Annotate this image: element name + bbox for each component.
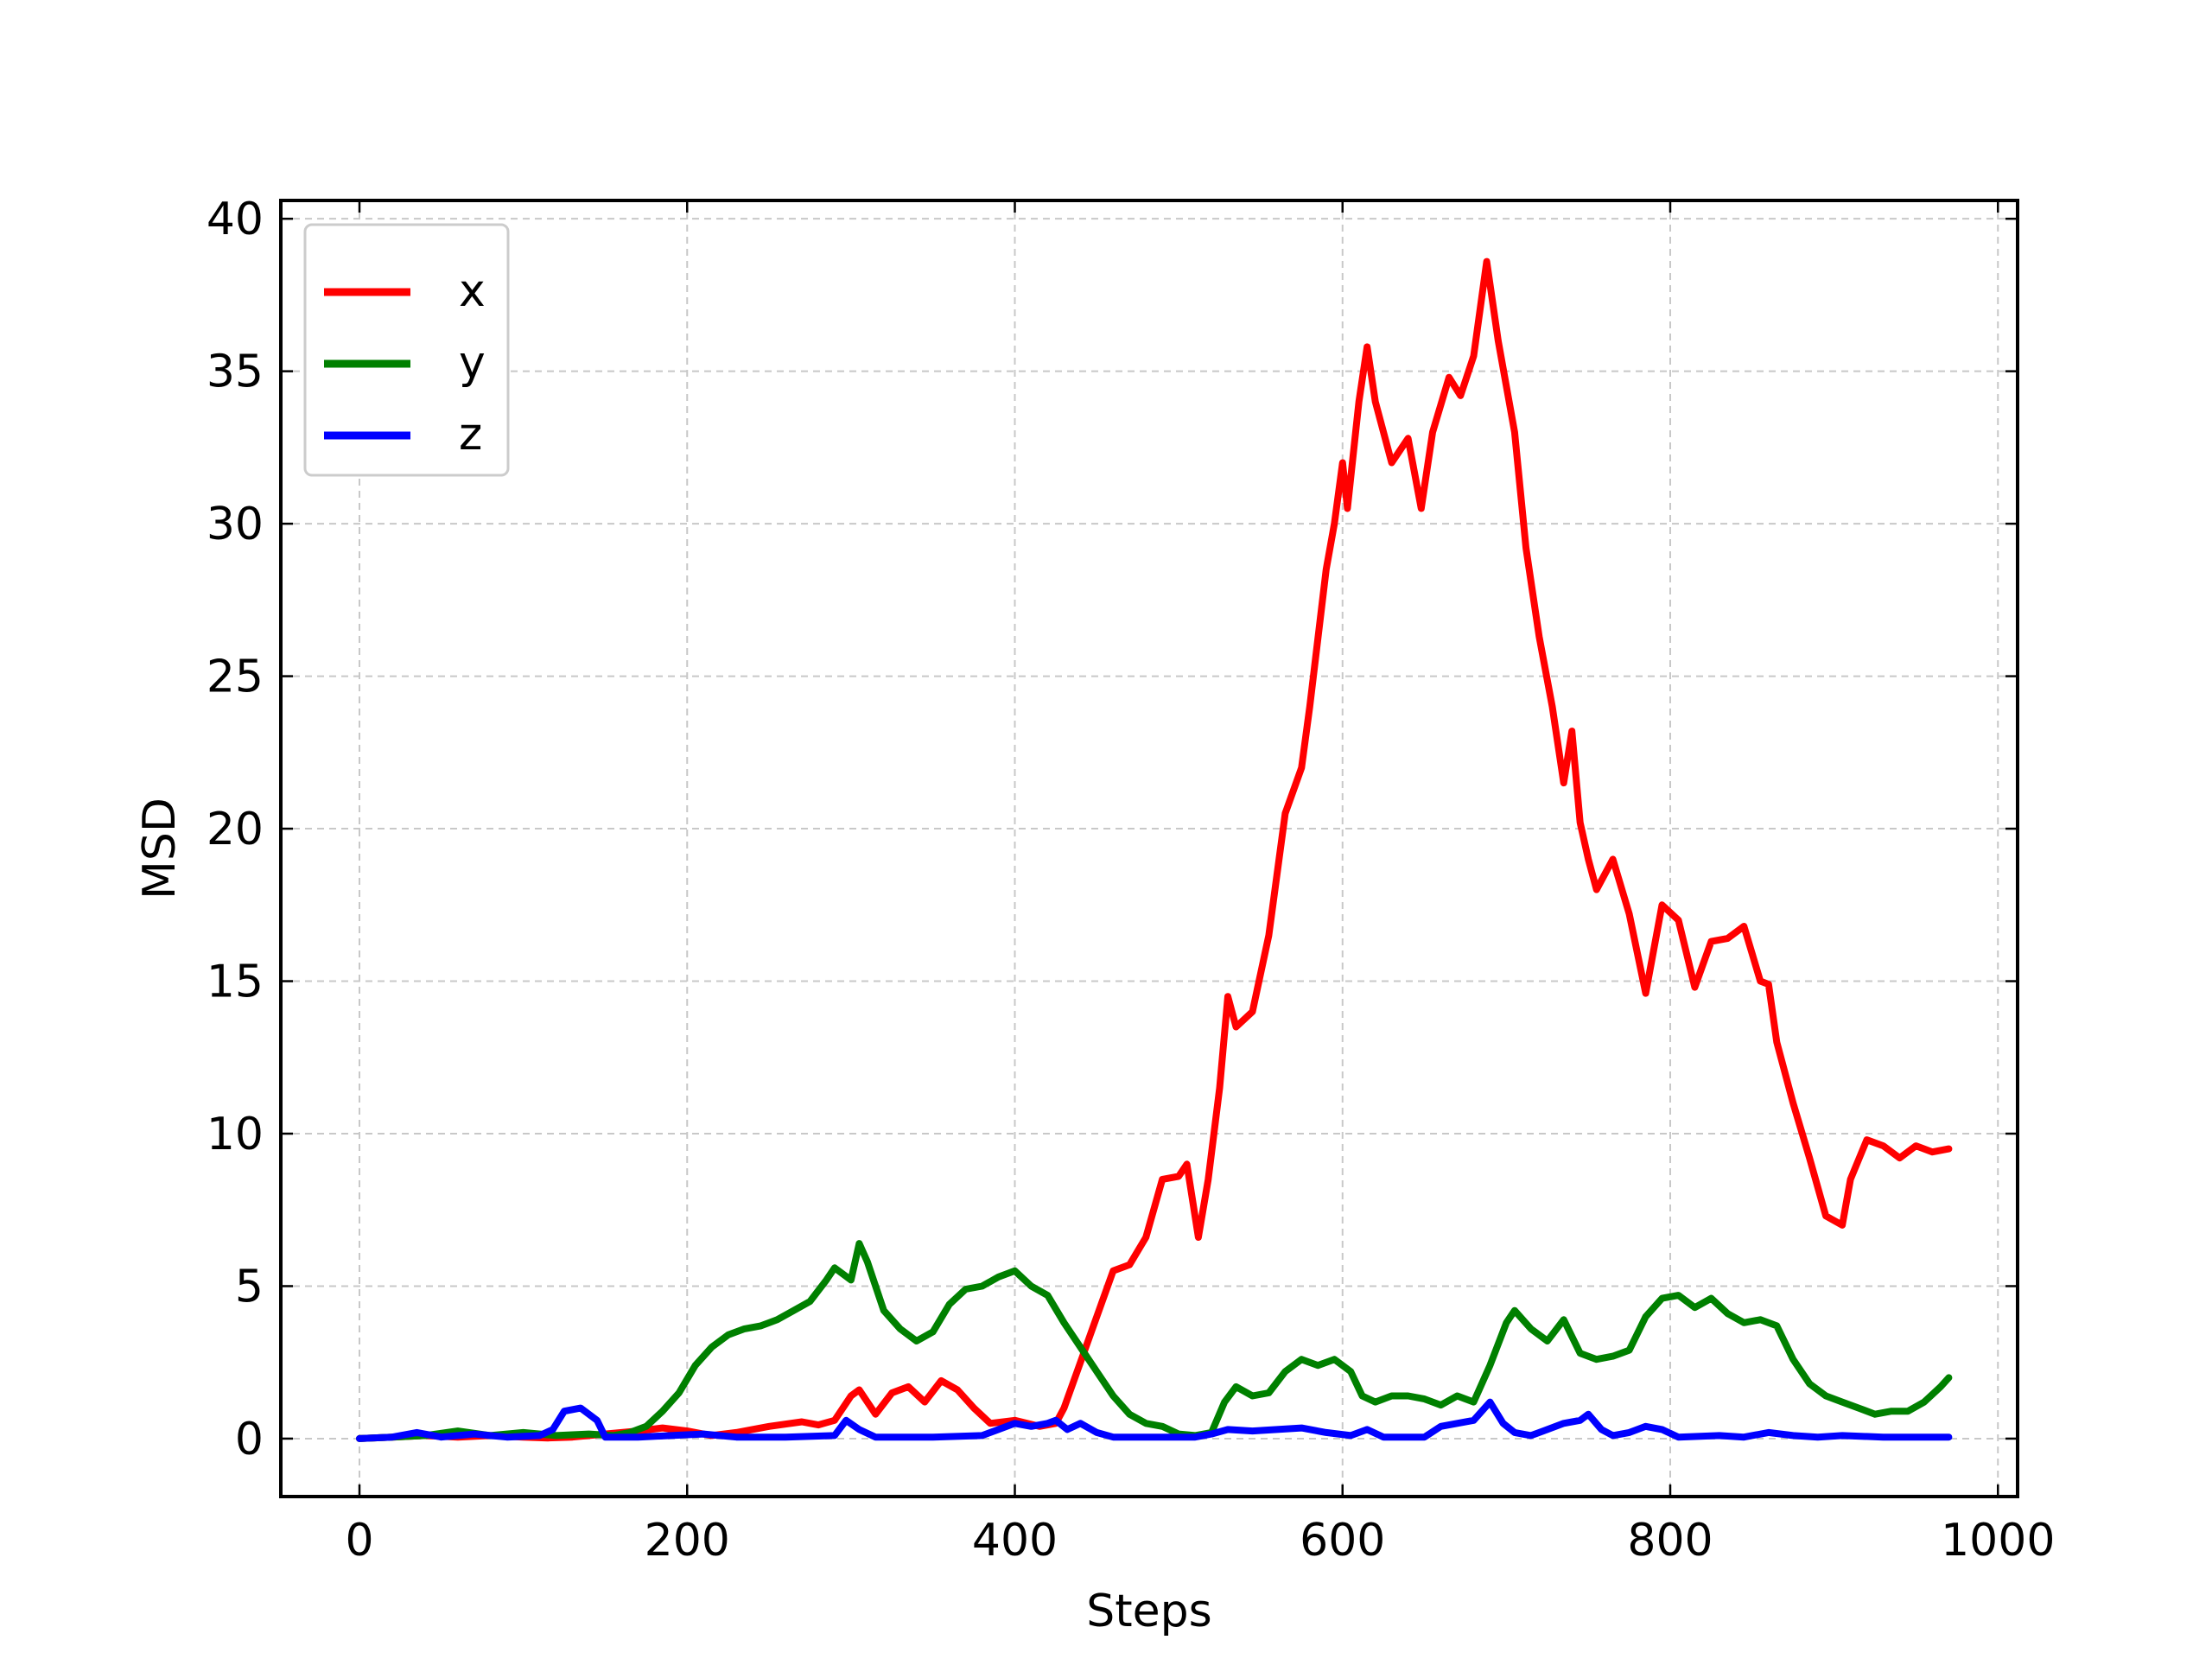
grid-lines — [281, 200, 2018, 1497]
x-tick-label: 400 — [972, 1515, 1058, 1567]
x-tick-label: 600 — [1300, 1515, 1385, 1567]
plot-area-frame — [279, 199, 2019, 1498]
legend-label-y: y — [459, 337, 486, 389]
legend: xyz — [303, 223, 510, 477]
legend-label-z: z — [459, 409, 482, 461]
y-tick-label: 40 — [207, 194, 264, 245]
y-tick-label: 5 — [235, 1261, 264, 1313]
axis-ticks: 0 200 400 600 800 1000 0 5 10 15 20 25 30 35 40 — [207, 194, 2056, 1567]
y-tick-label: 35 — [207, 346, 264, 398]
series-lines — [356, 257, 1953, 1442]
x-tick-label: 200 — [645, 1515, 730, 1567]
y-tick-label: 15 — [207, 957, 264, 1008]
x-tick-label: 1000 — [1941, 1515, 2055, 1567]
y-tick-label: 20 — [207, 804, 264, 855]
x-tick-label: 0 — [345, 1515, 373, 1567]
x-axis-title: Steps — [1086, 1586, 1212, 1637]
y-tick-label: 10 — [207, 1109, 264, 1160]
x-tick-label: 800 — [1627, 1515, 1713, 1567]
series-line-z — [356, 1398, 1953, 1442]
y-tick-label: 25 — [207, 652, 264, 703]
y-tick-label: 30 — [207, 499, 264, 550]
series-line-y — [356, 1240, 1953, 1442]
series-line-x — [356, 257, 1953, 1442]
legend-label-x: x — [459, 265, 486, 317]
y-tick-label: 0 — [235, 1414, 264, 1465]
legend-box — [303, 223, 510, 477]
y-axis-title: MSD — [134, 798, 186, 899]
